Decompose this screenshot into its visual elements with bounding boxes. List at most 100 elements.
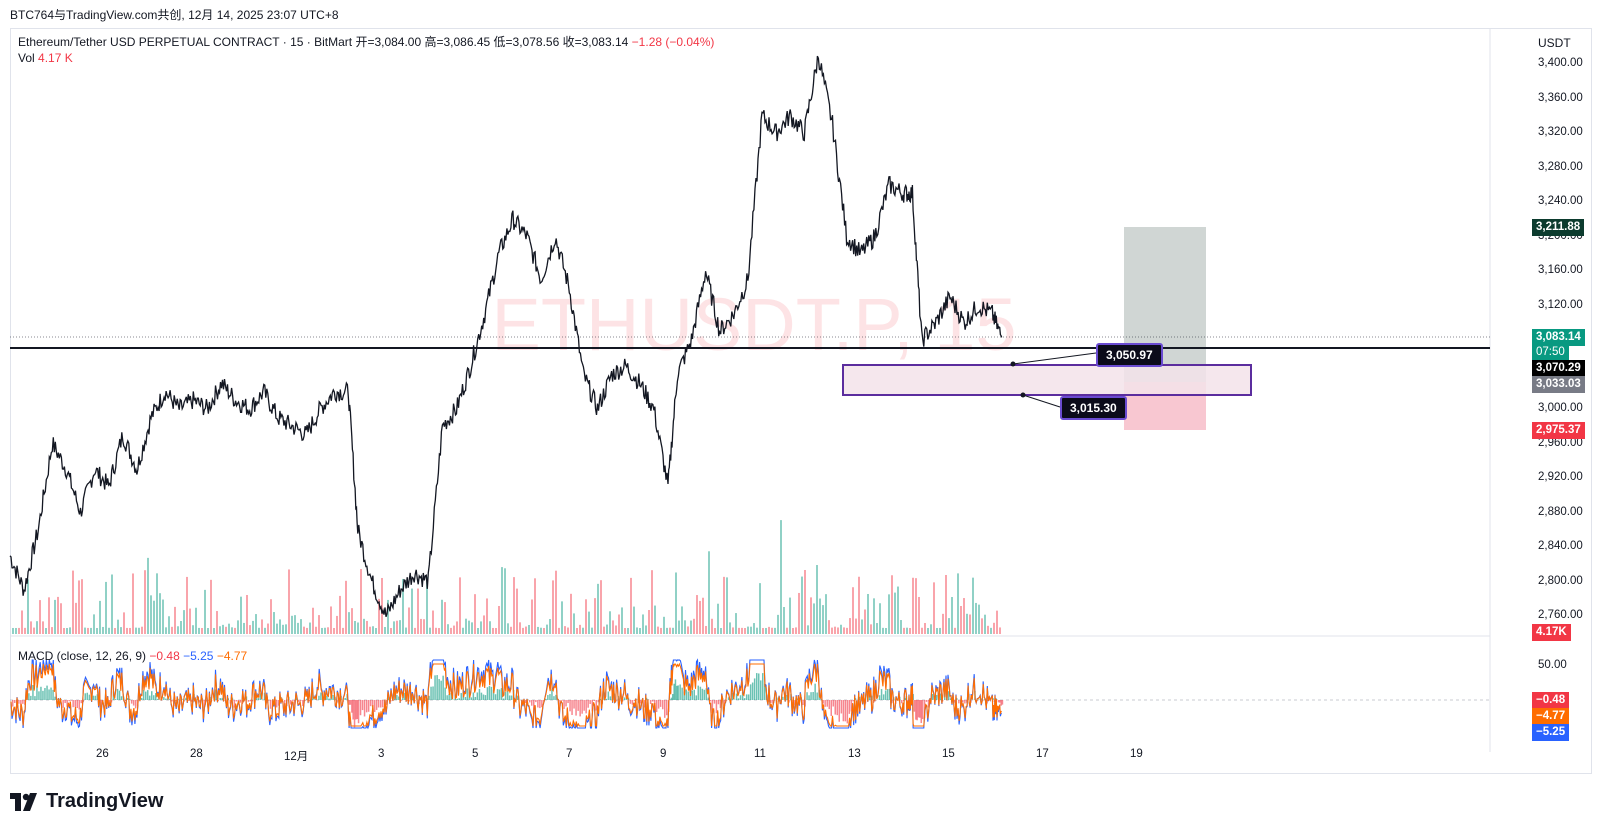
macd-histogram-bar bbox=[116, 688, 119, 700]
macd-histogram-bar bbox=[504, 691, 507, 700]
macd-histogram-bar bbox=[52, 689, 54, 700]
macd-histogram-bar bbox=[195, 699, 197, 700]
macd-histogram-bar bbox=[430, 686, 432, 700]
time-axis-tick: 3 bbox=[378, 748, 385, 760]
macd-histogram-bar bbox=[541, 700, 543, 708]
macd-histogram-bar bbox=[96, 694, 99, 700]
volume-bar bbox=[987, 625, 989, 634]
stop-price-tag: 2,975.37 bbox=[1532, 422, 1585, 439]
volume-bar bbox=[420, 618, 422, 634]
macd-histogram-bar bbox=[476, 692, 479, 700]
volume-bar bbox=[561, 601, 563, 634]
callout-lower[interactable]: 3,015.30 bbox=[1060, 396, 1127, 420]
volume-bar bbox=[504, 568, 506, 634]
volume-bar bbox=[342, 627, 344, 634]
macd-histogram-bar bbox=[832, 700, 834, 707]
price-axis-tick: 2,800.00 bbox=[1538, 574, 1583, 587]
volume-bar bbox=[60, 603, 62, 634]
macd-histogram-bar bbox=[460, 693, 462, 700]
volume-bar bbox=[219, 626, 221, 634]
volume-bar bbox=[402, 578, 404, 634]
macd-histogram-bar bbox=[585, 700, 587, 714]
signal-line bbox=[10, 662, 1002, 729]
macd-histogram-bar bbox=[300, 700, 302, 701]
volume-bar bbox=[315, 626, 317, 634]
volume-bar bbox=[699, 600, 701, 634]
macd-histogram-bar bbox=[597, 700, 599, 703]
macd-histogram-bar bbox=[685, 689, 687, 700]
volume-bar bbox=[624, 627, 626, 634]
volume-bar bbox=[393, 621, 395, 634]
volume-bar bbox=[972, 577, 974, 634]
volume-bar bbox=[297, 622, 299, 634]
volume-bar bbox=[855, 618, 857, 634]
volume-bar bbox=[555, 570, 557, 634]
volume-bar bbox=[267, 623, 269, 634]
macd-histogram-bar bbox=[1001, 700, 1004, 705]
callout-upper[interactable]: 3,050.97 bbox=[1096, 343, 1163, 367]
macd-histogram-bar bbox=[645, 697, 648, 700]
macd-histogram-bar bbox=[355, 700, 357, 720]
macd-histogram-bar bbox=[850, 700, 853, 712]
volume-bar bbox=[411, 588, 413, 634]
volume-bar bbox=[486, 598, 488, 634]
volume-bar bbox=[162, 599, 164, 634]
volume-bar bbox=[174, 606, 176, 634]
macd-histogram-bar bbox=[187, 700, 189, 702]
volume-bar bbox=[453, 625, 455, 634]
macd-histogram-bar bbox=[169, 698, 171, 700]
volume-bar bbox=[369, 626, 371, 634]
macd-histogram-bar bbox=[531, 700, 533, 706]
macd-histogram-bar bbox=[92, 695, 95, 700]
volume-bar bbox=[123, 612, 125, 634]
macd-histogram-bar bbox=[18, 700, 20, 704]
volume-bar bbox=[729, 622, 731, 634]
macd-histogram-bar bbox=[605, 698, 608, 700]
volume-bar bbox=[990, 627, 992, 634]
volume-tag: 4.17K bbox=[1532, 624, 1571, 641]
volume-bar bbox=[114, 627, 116, 634]
macd-histogram-bar bbox=[32, 685, 34, 700]
macd-histogram-bar bbox=[498, 689, 501, 700]
macd-histogram-bar bbox=[12, 700, 14, 707]
macd-legend: MACD (close, 12, 26, 9) −0.48 −5.25 −4.7… bbox=[18, 649, 247, 663]
macd-histogram-bar bbox=[153, 695, 155, 700]
volume-bar bbox=[996, 610, 998, 634]
volume-bar bbox=[372, 626, 374, 634]
entry-price-tag: 3,033.03 bbox=[1532, 376, 1585, 393]
volume-bar bbox=[660, 627, 662, 634]
macd-histogram-bar bbox=[587, 700, 589, 708]
macd-histogram-bar bbox=[711, 700, 714, 713]
macd-histogram-bar bbox=[482, 694, 485, 700]
time-axis-tick: 9 bbox=[660, 748, 667, 760]
macd-legend-v3: −4.77 bbox=[216, 649, 248, 663]
volume-bar bbox=[474, 594, 476, 634]
volume-bar bbox=[930, 624, 932, 634]
volume-bar bbox=[351, 608, 353, 634]
macd-histogram-bar bbox=[699, 686, 702, 700]
currency-label[interactable]: USDT bbox=[1538, 36, 1571, 50]
macd-histogram-bar bbox=[478, 688, 481, 700]
volume-bar bbox=[819, 598, 821, 634]
volume-bar bbox=[465, 618, 467, 634]
macd-histogram-bar bbox=[743, 698, 746, 700]
macd-histogram-bar bbox=[735, 693, 738, 700]
macd-histogram-bar bbox=[406, 700, 408, 701]
macd-histogram-bar bbox=[165, 698, 167, 700]
macd-histogram-bar bbox=[609, 696, 612, 700]
volume-bar bbox=[498, 605, 500, 634]
volume-bar bbox=[831, 627, 833, 634]
volume-bar bbox=[141, 626, 143, 634]
macd-histogram-bar bbox=[237, 700, 240, 702]
volume-bar bbox=[597, 583, 599, 634]
tradingview-logo[interactable]: TradingView bbox=[10, 790, 163, 813]
volume-bar bbox=[42, 621, 44, 634]
macd-histogram-bar bbox=[561, 700, 563, 701]
macd-histogram-bar bbox=[494, 694, 497, 700]
volume-bar bbox=[762, 627, 764, 634]
macd-histogram-bar bbox=[58, 699, 60, 700]
support-zone[interactable] bbox=[842, 364, 1252, 396]
price-axis-tick: 2,840.00 bbox=[1538, 540, 1583, 552]
volume-bar bbox=[72, 570, 74, 634]
volume-bar bbox=[405, 627, 407, 634]
